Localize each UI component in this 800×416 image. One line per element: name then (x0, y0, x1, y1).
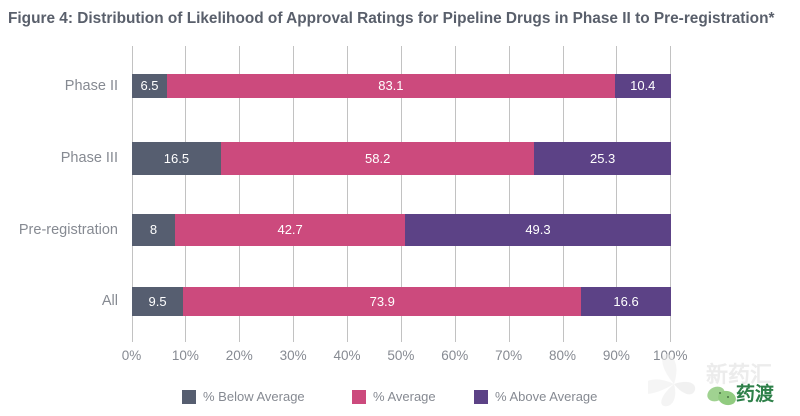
svg-text:药渡: 药渡 (736, 382, 775, 405)
